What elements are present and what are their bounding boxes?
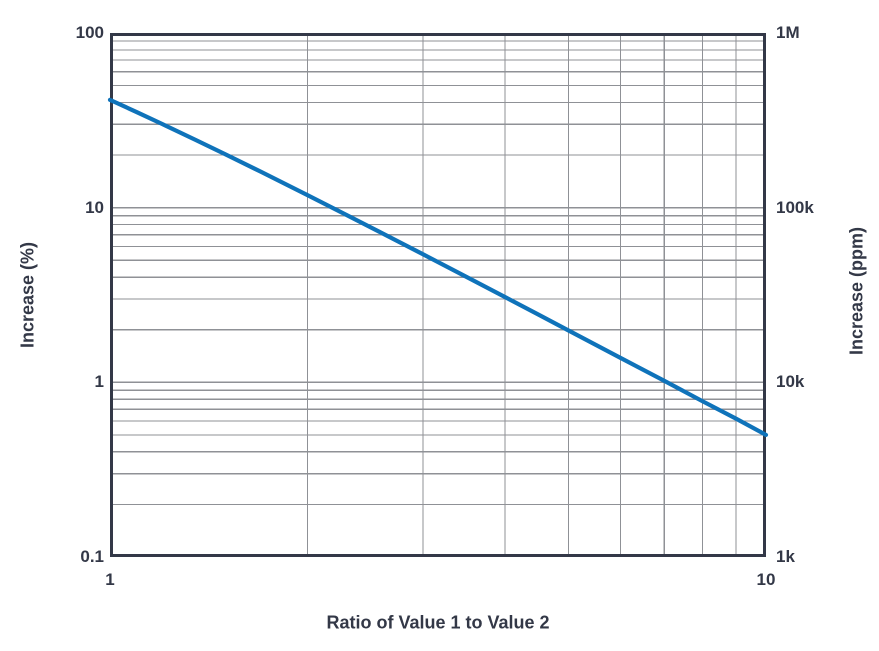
right-y-tick-label: 1k (776, 547, 795, 566)
right-axis-tick-labels: 1M 100k 10k 1k (776, 0, 876, 651)
left-y-tick-label: 100 (75, 23, 104, 42)
right-y-tick-label: 10k (776, 372, 805, 392)
x-tick-label: 10 (756, 570, 776, 589)
left-y-tick-label: 0.1 (80, 547, 104, 566)
x-tick-label: 1 (105, 570, 115, 589)
left-y-tick-label: 10 (85, 197, 104, 217)
data-line-increase (107, 97, 769, 438)
left-y-tick-label: 1 (94, 372, 104, 392)
right-y-tick-label: 1M (776, 23, 800, 42)
x-axis-title: Ratio of Value 1 to Value 2 (326, 612, 550, 633)
plot-border (110, 33, 766, 557)
right-y-tick-label: 100k (776, 197, 814, 217)
plot-area (107, 33, 769, 557)
left-axis-tick-labels: 100 10 1 0.1 (0, 0, 104, 651)
